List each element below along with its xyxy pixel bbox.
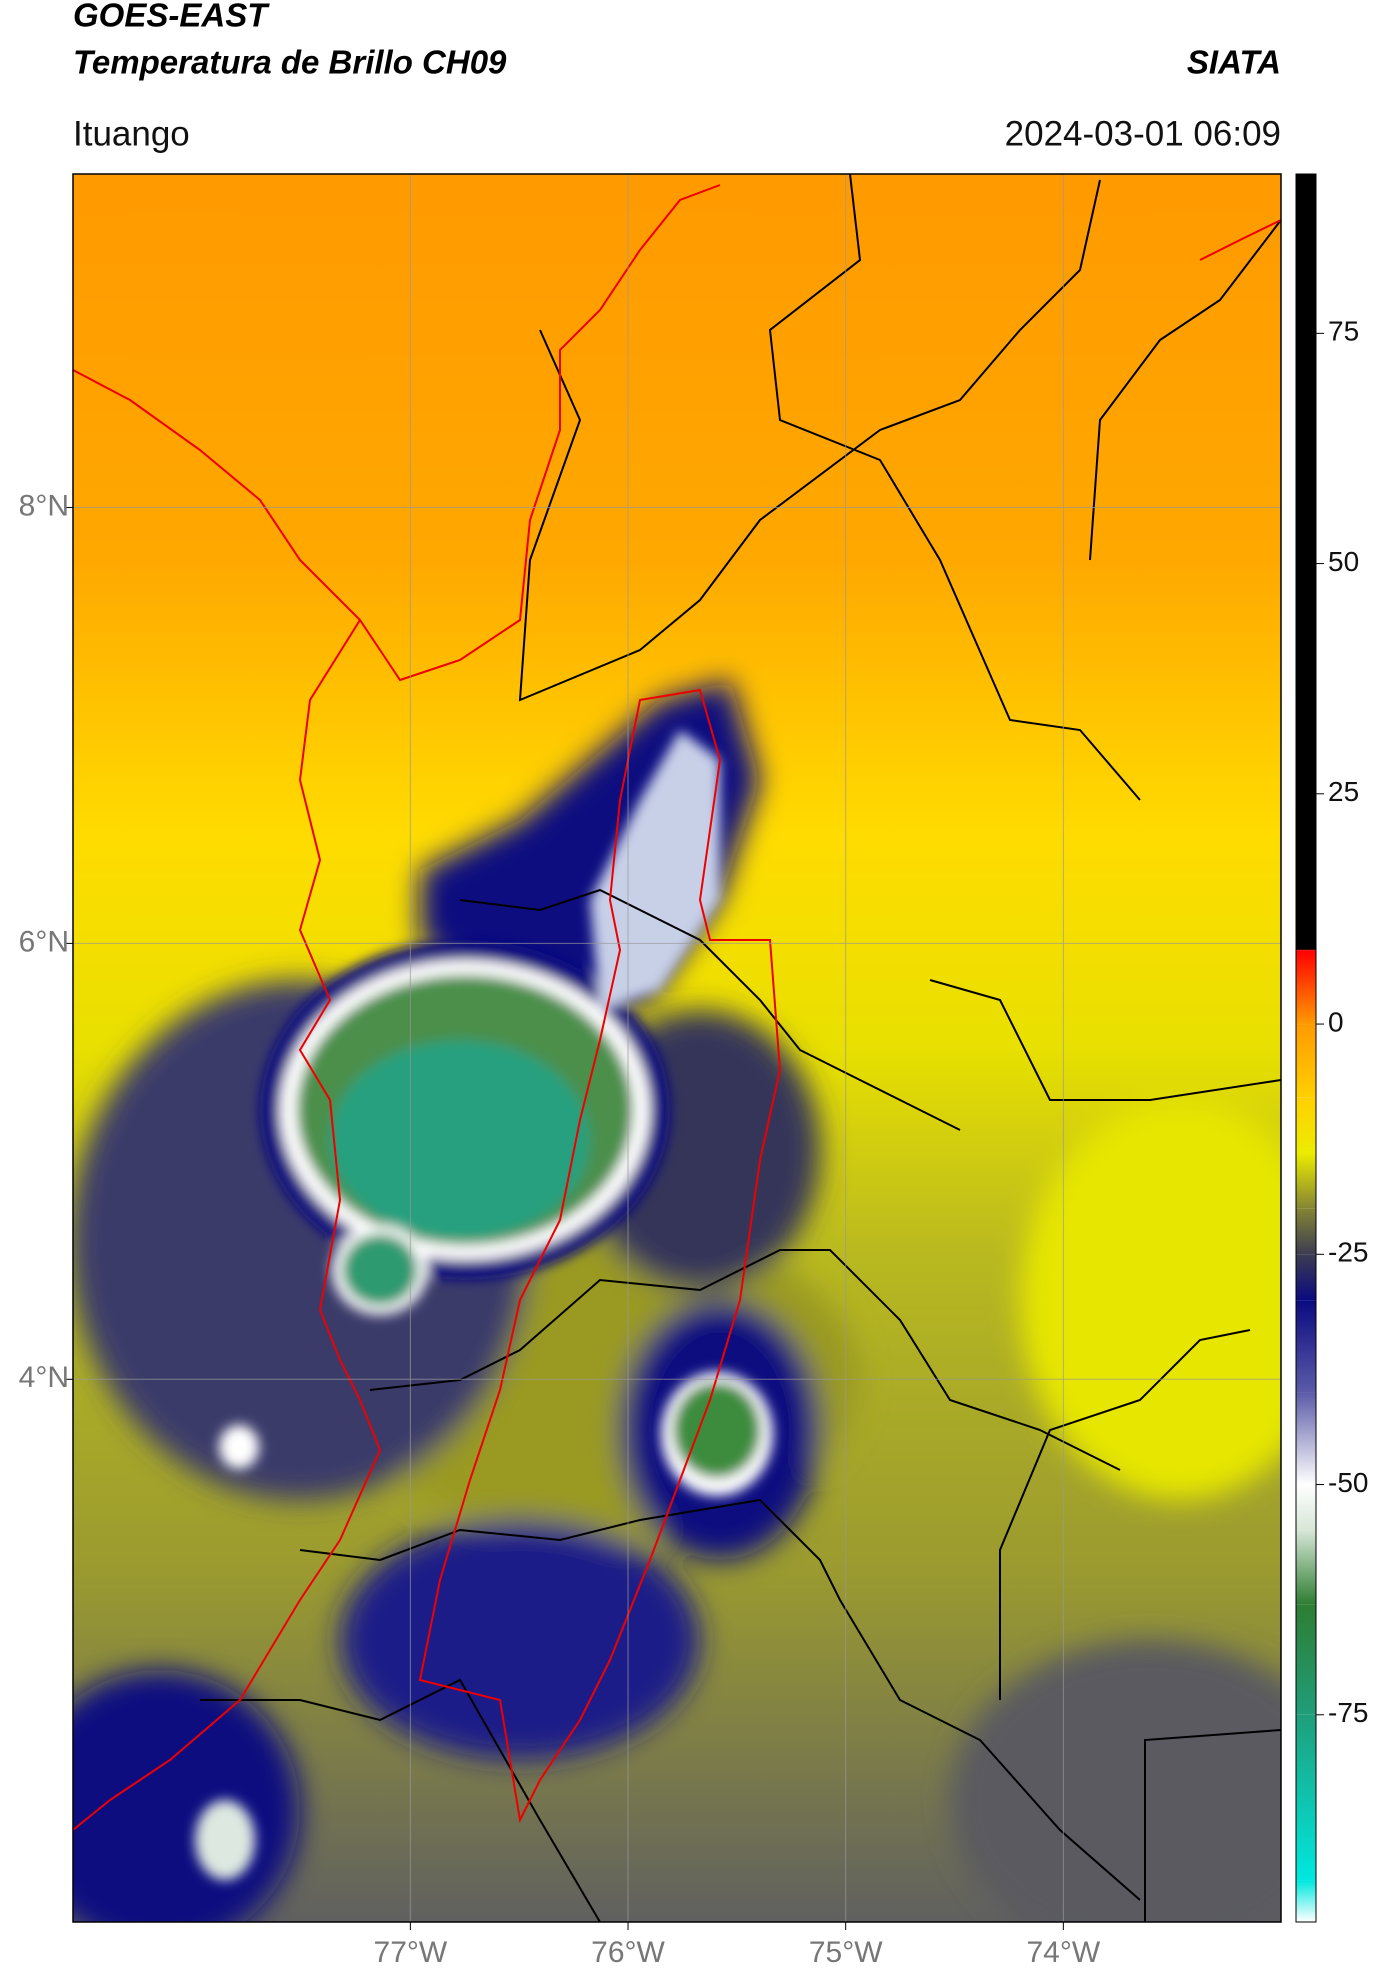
x-tick-label: 77°W [374,1936,448,1969]
colorbar-tick-label: 0 [1328,1006,1344,1037]
y-tick-label: 4°N [19,1361,69,1394]
colorbar-segment [1296,1300,1316,1393]
colorbar-tick-label: -25 [1328,1237,1368,1268]
graticule [73,174,1281,1922]
colorbar-tick-label: 75 [1328,316,1359,347]
y-tick-label: 8°N [19,489,69,522]
datetime: 2024-03-01 06:09 [1005,114,1281,153]
colorbar-segment [1296,1152,1316,1209]
colorbar-tick-label: -50 [1328,1467,1368,1498]
colorbar-segment [1296,1530,1316,1605]
colorbar-tick-label: 50 [1328,546,1359,577]
subtitle: Temperatura de Brillo CH09 [73,44,507,81]
location: Ituango [73,114,190,153]
y-tick-label: 6°N [19,925,69,958]
colorbar-segment [1296,1208,1316,1255]
colorbar: -75 -50 -25 0 25 50 75 [1295,173,1368,1923]
colorbar-segment [1296,1484,1316,1531]
colorbar-segment [1296,1392,1316,1485]
colorbar-segment [1296,950,1316,1025]
colorbar-segment [1296,174,1316,950]
colorbar-segment [1296,1880,1316,1922]
colorbar-frame [1295,173,1317,1923]
map-frame [72,173,1282,1923]
colorbar-segment [1296,1024,1316,1098]
title: GOES-EAST [73,0,270,34]
colorbar-segment [1296,1714,1316,1881]
colorbar-segment [1296,1604,1316,1715]
colorbar-segment [1296,949,1316,951]
colorbar-tick-label: 25 [1328,776,1359,807]
x-tick-label: 74°W [1026,1936,1100,1969]
source: SIATA [1187,44,1281,81]
x-tick-label: 75°W [809,1936,883,1969]
x-tick-label: 76°W [591,1936,665,1969]
colorbar-segment [1296,1097,1316,1153]
satellite-image [73,174,1281,1922]
colorbar-segment [1296,1254,1316,1301]
colorbar-tick-label: -75 [1328,1697,1368,1728]
